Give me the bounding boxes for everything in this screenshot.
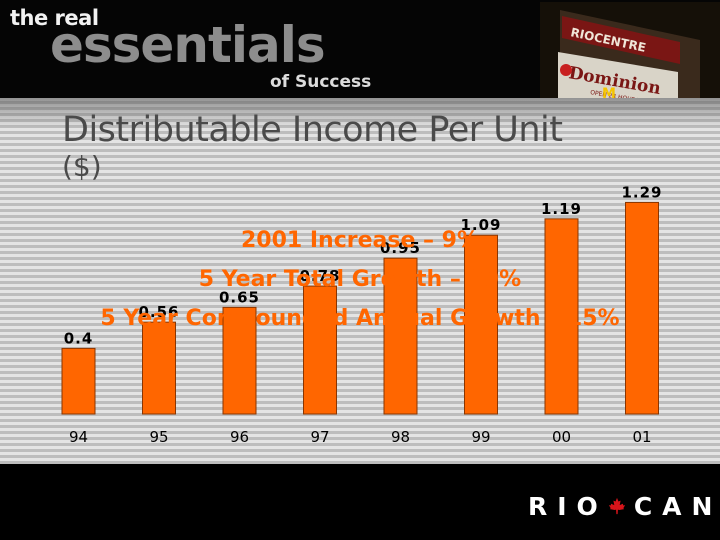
annotation-2001-increase: 2001 Increase – 9%: [240, 228, 480, 253]
bar-98: [383, 257, 418, 415]
category-label-94: 94: [69, 428, 88, 446]
annotation-5yr-total-growth: 5 Year Total Growth – 99%: [198, 267, 522, 292]
svg-text:M: M: [602, 86, 616, 98]
value-label-94: 0.4: [64, 329, 94, 347]
value-label-99: 1.09: [460, 216, 501, 234]
logo-text-rio: RIO: [528, 491, 608, 521]
bar-99: [464, 234, 498, 415]
annotation-5yr-compounded-growth: 5 Year Compounded Annual Growth – 15%: [100, 306, 620, 331]
chart-unit-label: ($): [62, 150, 102, 183]
category-label-01: 01: [632, 428, 651, 446]
footer: [0, 464, 720, 540]
bar-96: [222, 306, 257, 415]
value-label-00: 1.19: [541, 200, 582, 218]
maple-leaf-icon: [608, 497, 625, 515]
chart-title: Distributable Income Per Unit: [62, 110, 563, 150]
value-label-96: 0.65: [219, 288, 260, 306]
value-label-98: 0.95: [380, 239, 421, 257]
category-label-97: 97: [310, 428, 329, 446]
bar-97: [303, 285, 337, 415]
tagline-line-3: of Success: [270, 72, 372, 92]
category-label-96: 96: [230, 428, 249, 446]
riocan-logo: RIO CAN: [528, 490, 720, 521]
category-label-95: 95: [149, 428, 168, 446]
chart-area-background: [0, 98, 720, 464]
header-banner: the real essentials of Success RIOCENTRE…: [0, 0, 720, 98]
sign-logo-icon: [560, 64, 572, 76]
bar-94: [61, 347, 96, 415]
category-label-99: 99: [471, 428, 490, 446]
category-label-98: 98: [391, 428, 410, 446]
rio-centre-sign-image: RIOCENTRE Dominion OPEN 24 HOURS M: [540, 2, 720, 98]
value-label-95: 0.56: [138, 303, 179, 321]
sign-text-open: OPEN 24 HOURS: [590, 89, 640, 98]
value-label-97: 0.78: [299, 267, 340, 285]
header-shadow: [0, 98, 720, 128]
bar-95: [142, 321, 176, 415]
bar-00: [544, 218, 579, 415]
tagline-line-2: essentials: [50, 16, 326, 74]
category-label-00: 00: [552, 428, 571, 446]
tagline-line-1: the real: [10, 6, 99, 30]
value-label-01: 1.29: [621, 183, 662, 201]
logo-text-can: CAN: [633, 491, 720, 521]
bar-01: [625, 201, 659, 415]
